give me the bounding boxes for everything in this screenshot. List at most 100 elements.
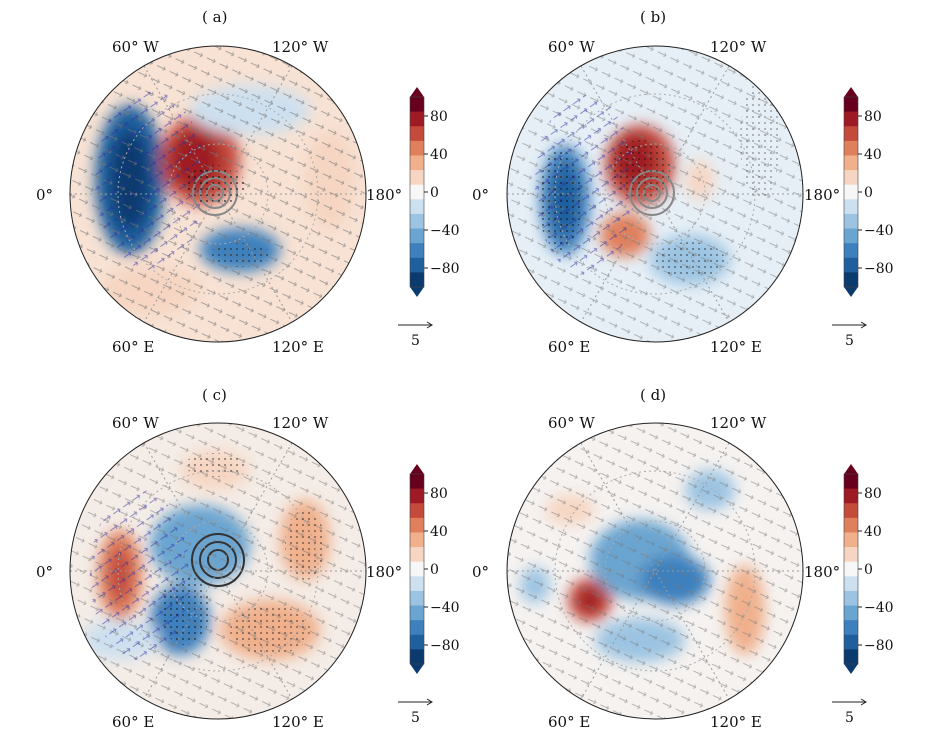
panel-c-lon-120e: 120° E (272, 713, 324, 731)
reference-vector-d-label: 5 (845, 710, 854, 726)
colorbar-a-tick-label: 0 (430, 185, 439, 201)
colorbar-b-tick-label: −40 (864, 223, 894, 239)
colorbar-d-tick-label: 40 (864, 524, 882, 540)
colorbar-c-tick-label: 0 (430, 562, 439, 578)
colorbar-c-segment (410, 649, 424, 665)
colorbar-d-segment (844, 547, 858, 563)
colorbar-c-segment (410, 620, 424, 636)
panel-a-lon-0: 0° (36, 186, 54, 204)
colorbar-c-segment (410, 605, 424, 621)
panel-b-lon-0: 0° (472, 186, 490, 204)
colorbar-a-segment (410, 184, 424, 200)
panel-b-lon-180: 180° (804, 186, 841, 204)
panel-d-lon-180: 180° (804, 563, 841, 581)
colorbar-c-outline (409, 473, 425, 665)
colorbars: 80 40 0 −40 −80 5 80 40 0 −40 −80 5 80 40 0 −40 −80 5 80 40… (398, 87, 894, 726)
colorbar-c-max-extension (410, 464, 424, 474)
colorbar-c-tick-label: 40 (430, 524, 448, 540)
colorbar-b-tick-label: 80 (864, 109, 882, 125)
panel-b-title: ( b) (640, 8, 667, 26)
colorbar-a-tick-label: −80 (430, 261, 460, 277)
panel-c-lon-0: 0° (36, 563, 54, 581)
colorbar-c-segment (410, 503, 424, 519)
panel-a-lon-120e: 120° E (272, 338, 324, 356)
colorbar-a: 80 40 0 −40 −80 5 (398, 87, 460, 349)
colorbar-a-segment (410, 243, 424, 259)
panel-d-map (506, 422, 804, 720)
colorbar-b-tick-label: −80 (864, 261, 894, 277)
colorbar-d-segment (844, 605, 858, 621)
colorbar-b-min-extension (844, 287, 858, 297)
colorbar-c-segment (410, 547, 424, 563)
panel-b-lon-120w: 120° W (710, 38, 767, 56)
reference-vector-c-label: 5 (411, 710, 420, 726)
panel-d-lon-0: 0° (472, 563, 490, 581)
colorbar-c-segment (410, 532, 424, 548)
colorbar-a-tick-label: −40 (430, 223, 460, 239)
panel-d-lon-60w: 60° W (548, 414, 595, 432)
colorbar-d-segment (844, 532, 858, 548)
panel-d-lon-60e: 60° E (548, 713, 591, 731)
colorbar-b-segment (844, 213, 858, 230)
colorbar-a-segment (410, 257, 424, 273)
panel-c-lon-60e: 60° E (112, 713, 155, 731)
colorbar-b-segment (844, 184, 858, 200)
panel-a-lon-180: 180° (366, 186, 403, 204)
colorbar-b-segment (844, 140, 858, 156)
colorbar-c: 80 40 0 −40 −80 5 (398, 464, 460, 726)
colorbar-d-segment (844, 503, 858, 519)
colorbar-b-segment (844, 228, 858, 244)
colorbar-b-segment (844, 111, 858, 127)
colorbar-b-segment (844, 243, 858, 259)
reference-vector-d-arrow (832, 698, 867, 706)
colorbar-d-tick-label: 0 (864, 562, 873, 578)
reference-vector-a-arrow (398, 321, 433, 329)
colorbar-a-tick-label: 40 (430, 147, 448, 163)
panel-b-lon-60e: 60° E (548, 338, 591, 356)
colorbar-a-segment (410, 228, 424, 244)
reference-vector-b-label: 5 (845, 333, 854, 349)
panel-c-title: ( c) (202, 386, 227, 404)
colorbar-d-tick-label: −80 (864, 638, 894, 654)
colorbar-d-segment (844, 590, 858, 607)
panel-d-lon-120w: 120° W (710, 414, 767, 432)
colorbar-b-segment (844, 199, 858, 215)
colorbar-c-segment (410, 517, 424, 533)
colorbar-b-segment (844, 155, 858, 171)
colorbar-a-tick-label: 80 (430, 109, 448, 125)
reference-vector-a-label: 5 (411, 333, 420, 349)
colorbar-c-min-extension (410, 664, 424, 674)
colorbar-b-max-extension (844, 87, 858, 97)
colorbar-a-segment (410, 213, 424, 230)
colorbar-d-max-extension (844, 464, 858, 474)
panel-a-title: ( a) (202, 8, 228, 26)
colorbar-c-segment (410, 576, 424, 592)
panel-b-lon-60w: 60° W (548, 38, 595, 56)
colorbar-d-segment (844, 620, 858, 636)
panel-a-lon-60w: 60° W (112, 38, 159, 56)
colorbar-b-segment (844, 170, 858, 186)
colorbar-b-segment (844, 272, 858, 288)
colorbar-d-segment (844, 517, 858, 533)
colorbar-b: 80 40 0 −40 −80 5 (832, 87, 894, 349)
panel-d-lon-120e: 120° E (710, 713, 762, 731)
colorbar-a-min-extension (410, 287, 424, 297)
panel-c-lon-60w: 60° W (112, 414, 159, 432)
colorbar-d-segment (844, 488, 858, 504)
colorbar-c-tick-label: −40 (430, 600, 460, 616)
colorbar-b-tick-label: 0 (864, 185, 873, 201)
colorbar-d-outline (843, 473, 859, 665)
colorbar-a-segment (410, 155, 424, 171)
panel-a-map (69, 45, 367, 343)
colorbar-c-segment (410, 474, 424, 490)
colorbar-d-min-extension (844, 664, 858, 674)
colorbar-b-segment (844, 257, 858, 273)
colorbar-a-segment (410, 170, 424, 186)
panel-a-lon-60e: 60° E (112, 338, 155, 356)
colorbar-a-outline (409, 96, 425, 288)
colorbar-a-segment (410, 126, 424, 142)
colorbar-d-segment (844, 474, 858, 490)
panel-c-lon-120w: 120° W (272, 414, 329, 432)
colorbar-c-segment (410, 488, 424, 504)
